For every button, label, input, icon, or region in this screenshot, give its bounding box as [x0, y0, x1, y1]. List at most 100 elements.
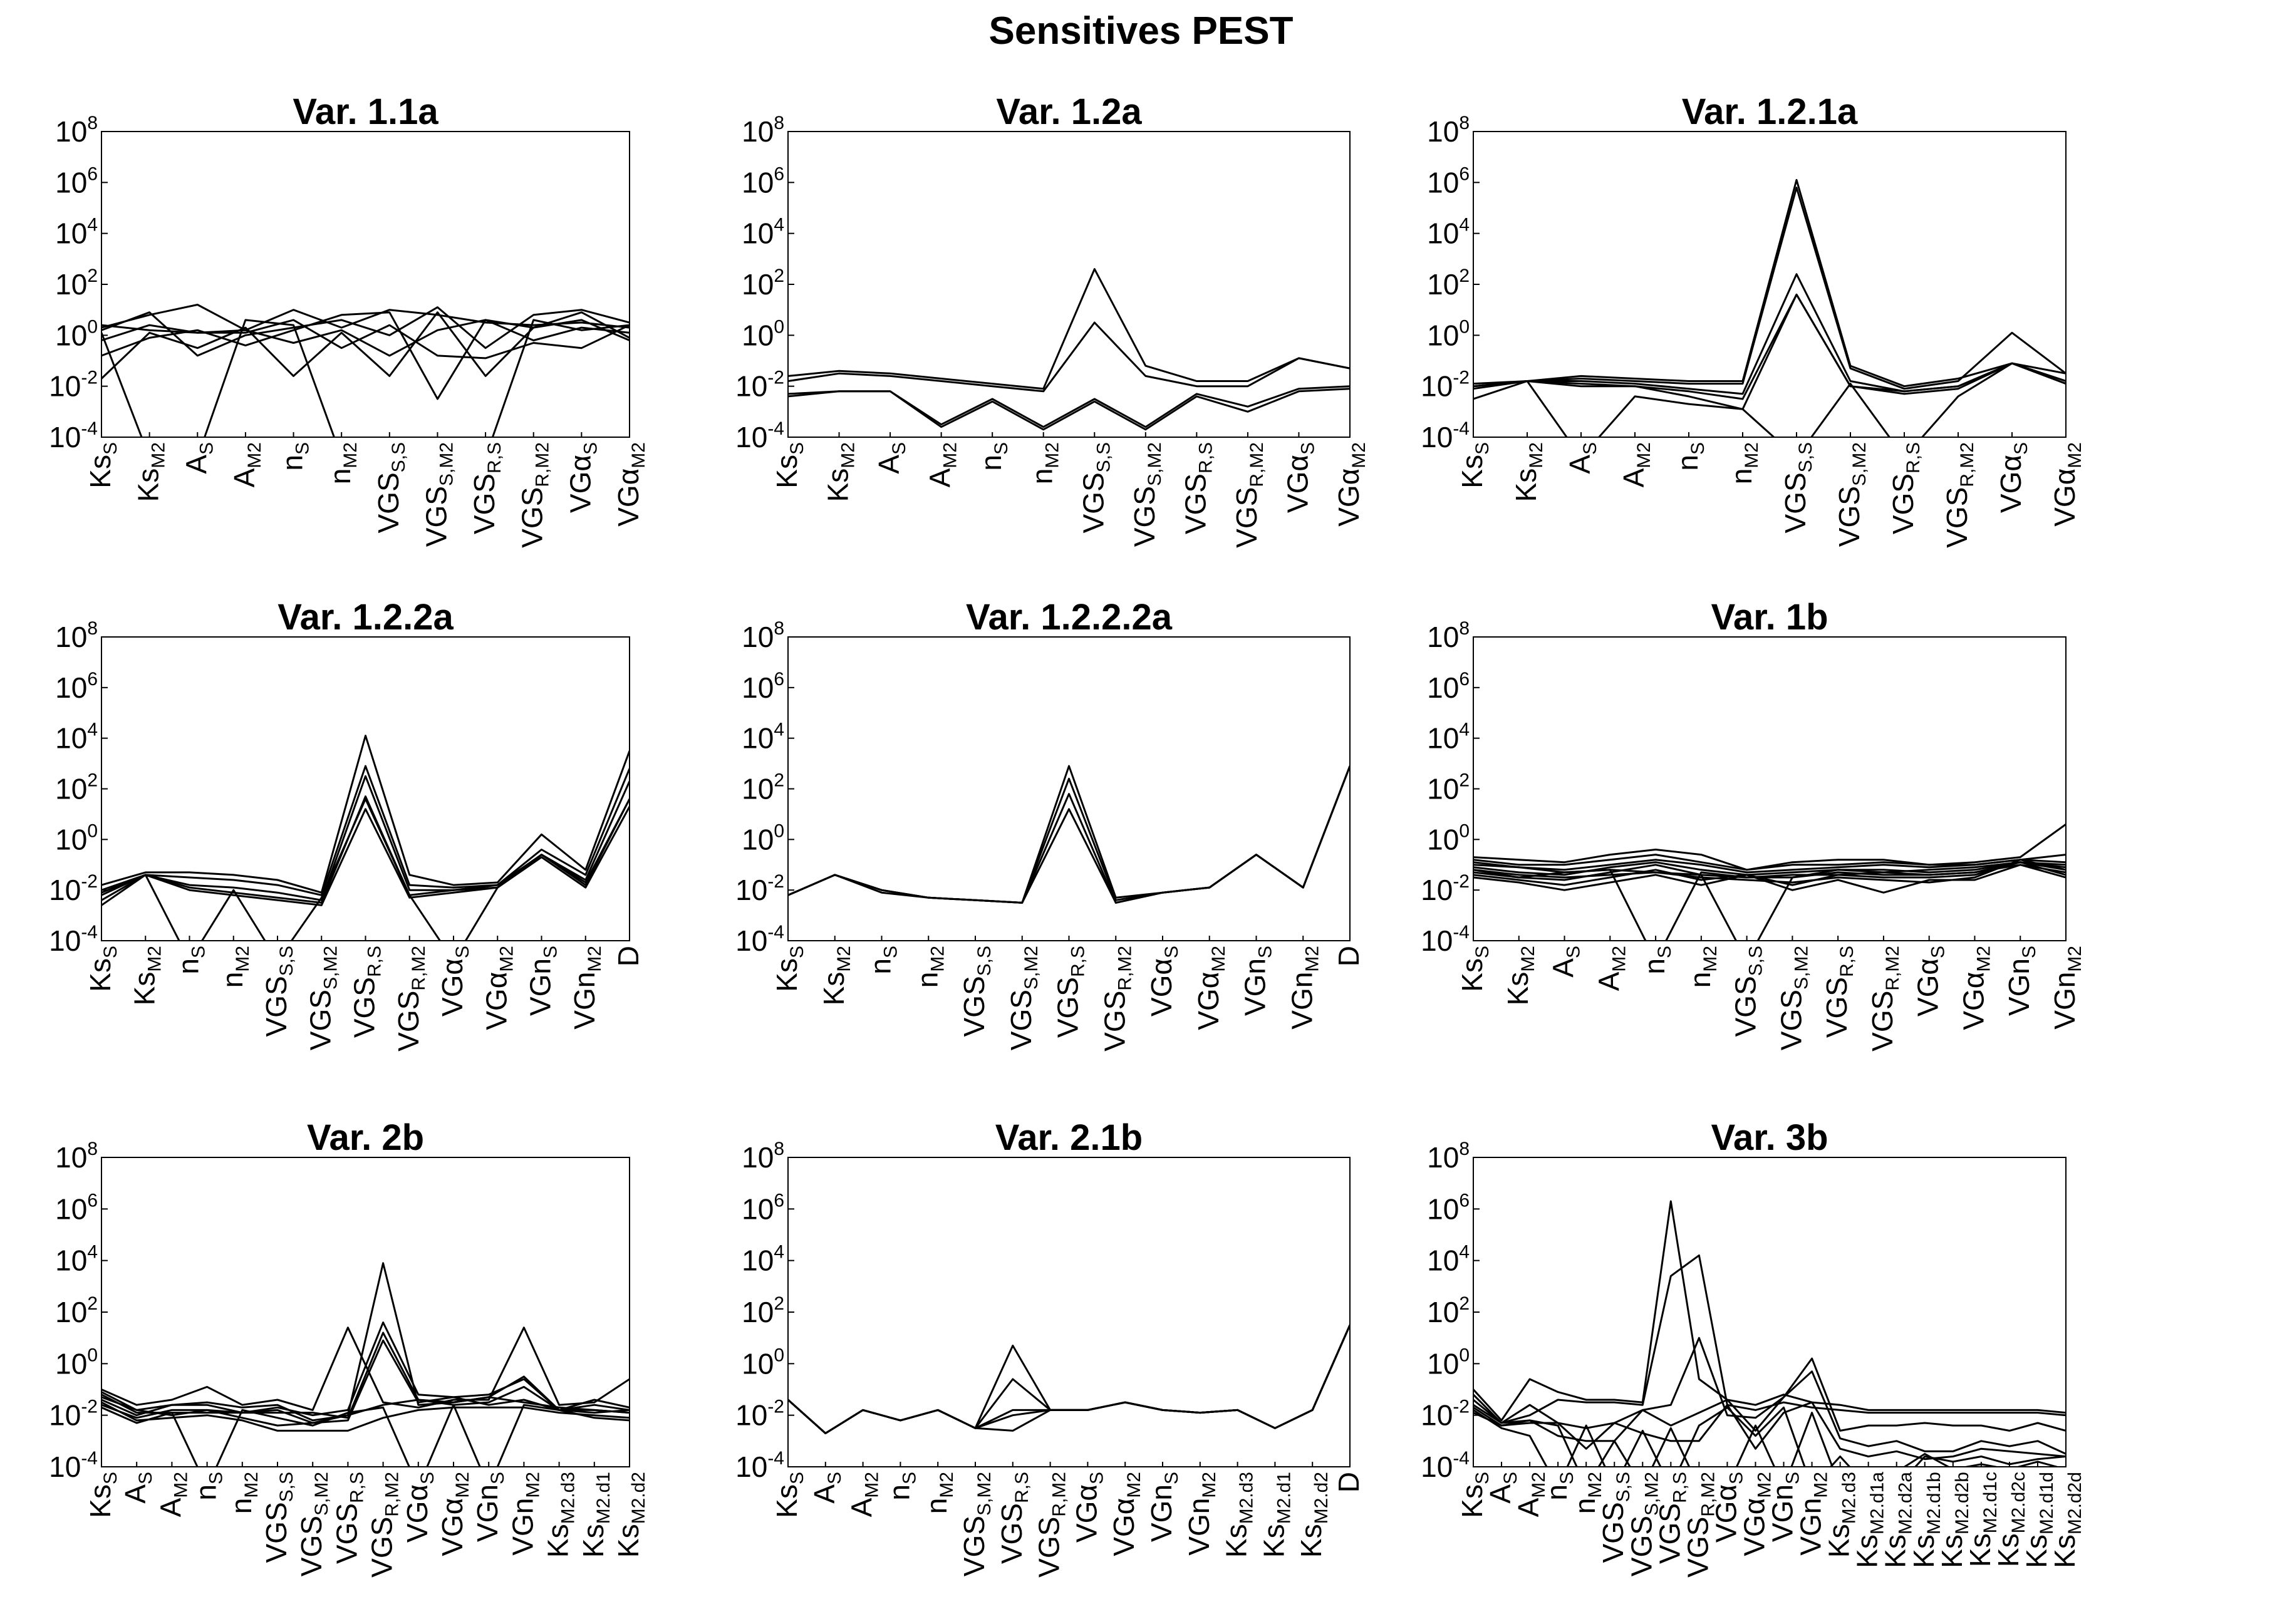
x-tick-label: VGSR,M2: [1681, 1472, 1718, 1578]
x-tick-label: VGαS: [564, 442, 601, 513]
x-tick-label: KsM2: [128, 946, 165, 1005]
x-tick-label: nM2: [1026, 442, 1063, 484]
series-line: [101, 319, 630, 359]
x-tick-label: VGSS,S: [1730, 946, 1766, 1037]
x-tick-label: nS: [190, 1472, 227, 1501]
series-line: [1473, 293, 2066, 410]
x-tick-label: KsM2.d1b: [1907, 1472, 1944, 1568]
x-tick-label: VGnM2: [568, 946, 605, 1030]
y-tick-label: 102: [55, 770, 98, 805]
y-tick-label: 104: [742, 215, 784, 250]
y-tick-label: 102: [742, 770, 784, 805]
y-tick-label: 100: [55, 316, 98, 351]
x-tick-label: VGαS: [1281, 442, 1318, 513]
x-tick-label: AS: [1564, 442, 1600, 474]
series-line: [1473, 823, 2066, 871]
series-line: [788, 765, 1350, 904]
x-tick-label: VGSR,M2: [366, 1472, 403, 1578]
y-tick-label: 108: [742, 618, 784, 653]
x-tick-label: VGαM2: [1738, 1472, 1775, 1556]
series-line: [101, 806, 630, 906]
x-tick-label: AM2: [924, 442, 961, 487]
series-line: [101, 1394, 630, 1467]
x-tick-label: nM2: [1684, 946, 1721, 988]
x-tick-label: nS: [172, 946, 209, 975]
y-tick-label: 102: [1427, 770, 1470, 805]
axes-box: [101, 131, 630, 438]
x-tick-label: KsM2: [1510, 442, 1547, 502]
y-tick-label: 10-4: [1421, 418, 1470, 453]
x-tick-label: VGnM2: [2048, 946, 2085, 1030]
figure-title: Sensitives PEST: [988, 9, 1294, 53]
y-tick-label: 108: [55, 618, 98, 653]
subplot-title: Var. 1b: [1711, 597, 1828, 638]
subplot-title: Var. 1.2.1a: [1682, 91, 1858, 132]
x-tick-label: VGnM2: [1795, 1472, 1832, 1556]
series-line: [788, 1324, 1350, 1434]
x-tick-label: VGnM2: [506, 1472, 543, 1556]
x-tick-label: VGnS: [471, 1472, 508, 1542]
series-group: [1473, 1200, 2066, 1467]
series-line: [1473, 861, 2066, 886]
series-line: [1473, 859, 2066, 884]
x-tick-label: VGSS,S: [958, 946, 995, 1037]
series-line: [101, 304, 630, 331]
y-tick-label: 102: [1427, 266, 1470, 301]
x-tick-label: KsM2.d3: [1220, 1472, 1257, 1558]
series-line: [101, 1332, 630, 1419]
y-tick-label: 10-4: [49, 922, 98, 957]
x-tick-label: VGαS: [436, 946, 473, 1016]
x-tick-label: VGSR,M2: [1941, 442, 1978, 548]
x-tick-label: VGSR,M2: [392, 946, 429, 1052]
x-tick-label: nS: [975, 442, 1012, 471]
y-tick-label: 10-2: [735, 871, 784, 906]
series-line: [101, 775, 630, 901]
series-line: [788, 765, 1350, 904]
y-tick-label: 104: [1427, 1242, 1470, 1277]
x-tick-label: VGSS,S: [372, 442, 409, 534]
series-line: [101, 735, 630, 894]
x-tick-label: VGαM2: [1332, 442, 1369, 527]
x-tick-label: VGSS,M2: [1128, 442, 1165, 547]
x-tick-label: VGαS: [1709, 1472, 1746, 1543]
x-tick-label: D: [1332, 946, 1365, 966]
subplot-9: Var. 3b 108 106 104 102 100 10-2 10-4KsSASAM2nS…: [1421, 1117, 2085, 1578]
series-line: [788, 268, 1350, 390]
x-tick-label: VGαM2: [2048, 442, 2085, 527]
series-group: [101, 304, 630, 437]
axes-box: [101, 1157, 630, 1467]
x-tick-label: VGSS,M2: [304, 946, 341, 1050]
y-tick-label: 108: [1427, 1139, 1470, 1174]
y-tick-label: 102: [742, 266, 784, 301]
x-tick-label: nS: [1540, 1472, 1577, 1501]
y-tick-label: 10-4: [49, 418, 98, 453]
series-line: [101, 1321, 630, 1417]
x-tick-label: VGSR,M2: [1033, 1472, 1070, 1578]
series-line: [1473, 1370, 2066, 1455]
series-line: [788, 1324, 1350, 1434]
x-tick-label: KsM2.d1: [577, 1472, 614, 1558]
x-tick-label: KsM2.d2a: [1879, 1472, 1916, 1568]
y-tick-label: 100: [55, 820, 98, 856]
x-tick-label: AS: [119, 1472, 156, 1504]
x-tick-label: VGSS,M2: [1005, 946, 1042, 1050]
y-tick-label: 106: [1427, 1190, 1470, 1225]
x-tick-label: KsS: [84, 1472, 121, 1518]
x-tick-label: KsM2: [132, 442, 169, 502]
y-tick-label: 10-4: [1421, 1448, 1470, 1483]
series-group: [1473, 178, 2066, 437]
series-line: [1473, 1254, 2066, 1424]
y-tick-label: 104: [55, 1242, 98, 1277]
x-tick-label: KsM2.d2b: [1936, 1472, 1973, 1568]
axes-box: [787, 636, 1351, 941]
x-tick-label: KsM2.d2: [1295, 1472, 1332, 1558]
x-tick-label: VGnS: [1145, 1472, 1182, 1542]
y-tick-label: 108: [55, 113, 98, 148]
series-line: [1473, 1337, 2066, 1432]
series-line: [1473, 178, 2066, 388]
x-tick-label: VGSS,S: [260, 1472, 297, 1563]
x-tick-label: nM2: [911, 946, 948, 988]
